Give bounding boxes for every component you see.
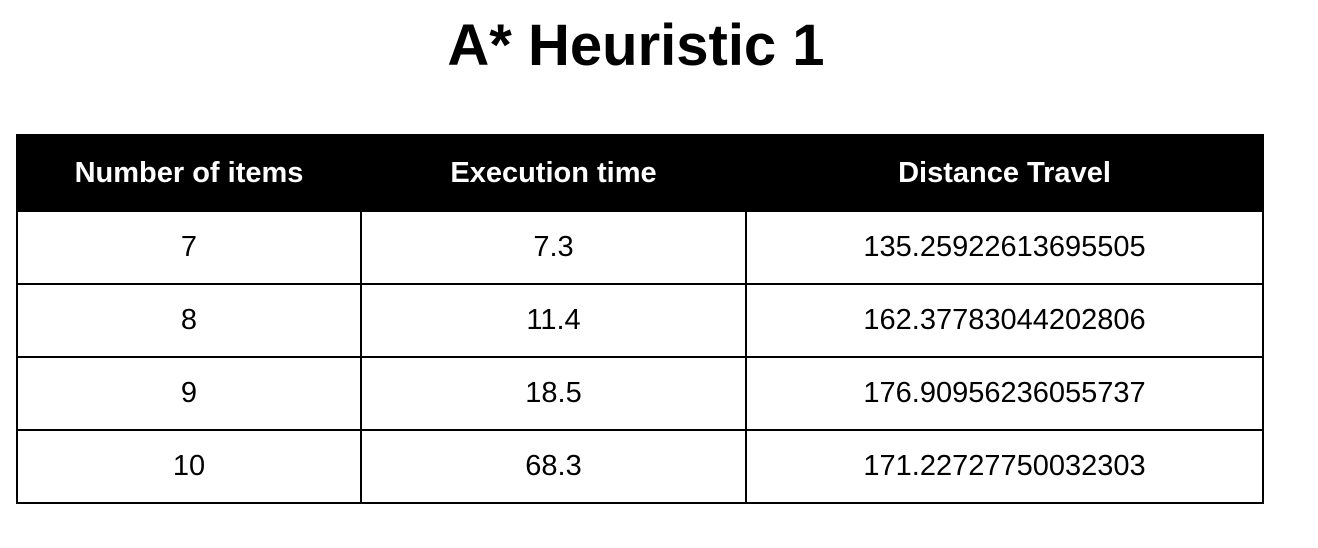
header-distance-travel: Distance Travel (745, 134, 1264, 212)
cell-execution-time: 11.4 (360, 283, 747, 358)
cell-execution-time: 18.5 (360, 356, 747, 431)
table-row: 7 7.3 135.25922613695505 (16, 210, 1264, 285)
header-number-of-items: Number of items (16, 134, 362, 212)
header-row: Number of items Execution time Distance … (16, 134, 1264, 212)
cell-execution-time: 7.3 (360, 210, 747, 285)
cell-distance-travel: 162.37783044202806 (745, 283, 1264, 358)
cell-distance-travel: 171.22727750032303 (745, 429, 1264, 504)
table-header: Number of items Execution time Distance … (16, 134, 1264, 212)
header-execution-time: Execution time (360, 134, 747, 212)
results-table: Number of items Execution time Distance … (16, 134, 1264, 504)
cell-execution-time: 68.3 (360, 429, 747, 504)
cell-distance-travel: 135.25922613695505 (745, 210, 1264, 285)
cell-number-of-items: 9 (16, 356, 362, 431)
page-title: A* Heuristic 1 (447, 13, 825, 78)
cell-number-of-items: 8 (16, 283, 362, 358)
cell-distance-travel: 176.90956236055737 (745, 356, 1264, 431)
table-row: 10 68.3 171.22727750032303 (16, 429, 1264, 504)
table-body: 7 7.3 135.25922613695505 8 11.4 162.3778… (16, 210, 1264, 504)
table-row: 9 18.5 176.90956236055737 (16, 356, 1264, 431)
cell-number-of-items: 7 (16, 210, 362, 285)
cell-number-of-items: 10 (16, 429, 362, 504)
table-row: 8 11.4 162.37783044202806 (16, 283, 1264, 358)
